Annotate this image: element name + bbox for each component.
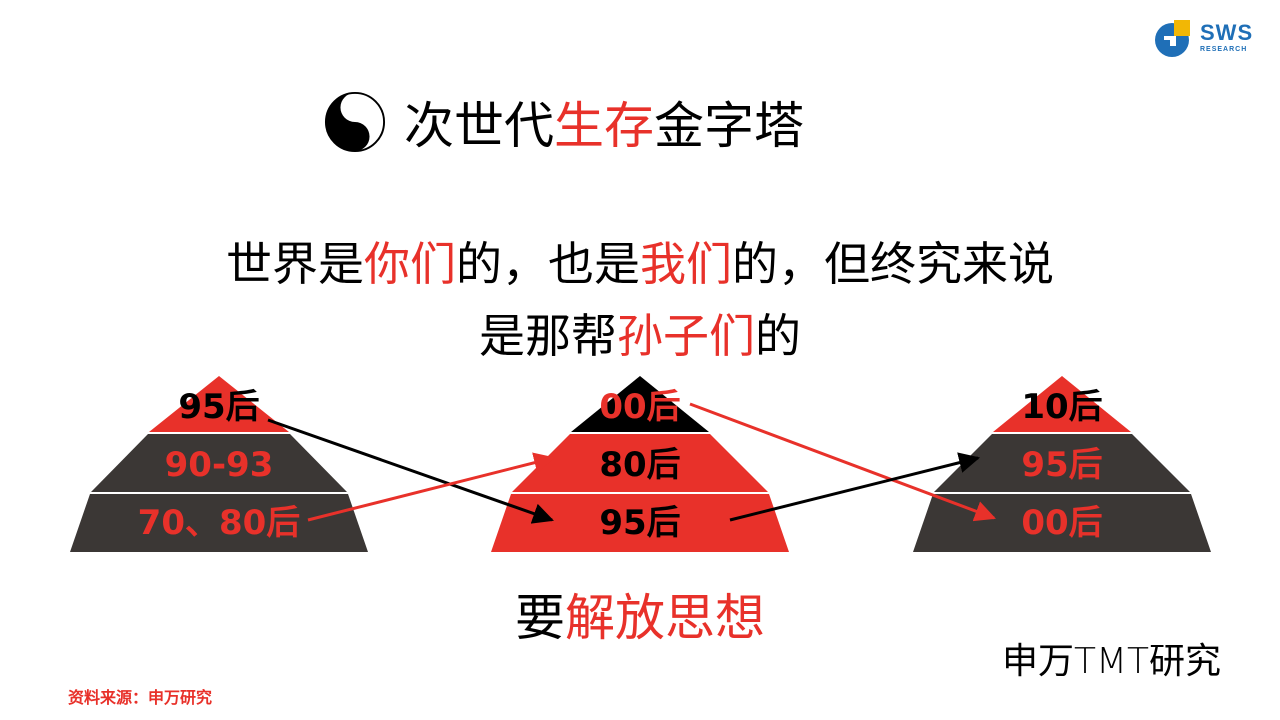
pyramid-3-label-1: 10后 [1021,387,1102,427]
pyramid-3-level-1 [993,376,1131,432]
quote1-d: 我们 [640,237,732,291]
pyramid-1: 95后 90-93 70、80后 [70,376,368,552]
pyramid-2-label-3: 95后 [599,503,680,543]
pyramid-1-level-2 [91,434,347,492]
sws-logo: SWS RESEARCH [1154,14,1264,58]
quote1-c: 的，也是 [456,237,640,291]
bottom-b: 解放思想 [565,589,765,647]
pyramid-2-level-2 [512,434,768,492]
pyramid-3-label-2: 95后 [1021,445,1102,485]
bottom-statement: 要解放思想 [0,578,1280,650]
quote1-a: 世界是 [226,237,364,291]
pyramid-2: 00后 80后 95后 [491,376,789,552]
quote1-b: 你们 [364,237,456,291]
pyramid-2-level-1 [571,376,709,432]
logo-text: SWS [1200,20,1254,45]
pyramid-1-label-2: 90-93 [165,445,274,485]
arrow-00-to-00 [689,402,996,522]
logo-subtext: RESEARCH [1200,46,1248,53]
pyramid-3: 10后 95后 00后 [913,376,1211,552]
arrow-95-to-95-right [729,452,981,522]
pyramid-1-level-3 [70,494,368,552]
pyramid-3-level-2 [934,434,1190,492]
title-highlight: 生存 [554,97,654,155]
pyramid-1-label-3: 70、80后 [138,503,301,543]
page-title: 次世代生存金字塔 [324,88,804,156]
pyramid-3-label-3: 00后 [1021,503,1102,543]
arrow-7080-to-80 [307,452,556,522]
pyramid-1-label-1: 95后 [178,387,259,427]
source-note: 资料来源：申万研究 [68,688,213,707]
title-suffix: 金字塔 [654,97,804,155]
sws-logo-mark-icon [1155,20,1190,57]
pyramid-2-label-2: 80后 [599,445,680,485]
title-prefix: 次世代 [404,97,554,155]
brand-text: 申万TMT研究 [1002,641,1222,682]
pyramid-2-label-1: 00后 [599,387,680,427]
quote2-a: 是那帮 [479,309,617,363]
quote2-c: 的 [755,309,801,363]
bottom-a: 要 [515,589,565,647]
arrow-95-to-95 [267,418,554,524]
quote-line-1: 世界是你们的，也是我们的，但终究来说 [0,228,1280,294]
pyramid-1-level-1 [149,376,289,432]
quote2-b: 孙子们 [617,309,755,363]
title-text: 次世代生存金字塔 [404,86,804,158]
yin-yang-icon [324,91,386,153]
pyramid-2-level-3 [491,494,789,552]
quote-line-2: 是那帮孙子们的 [0,300,1280,366]
quote1-e: 的，但终究来说 [732,237,1054,291]
